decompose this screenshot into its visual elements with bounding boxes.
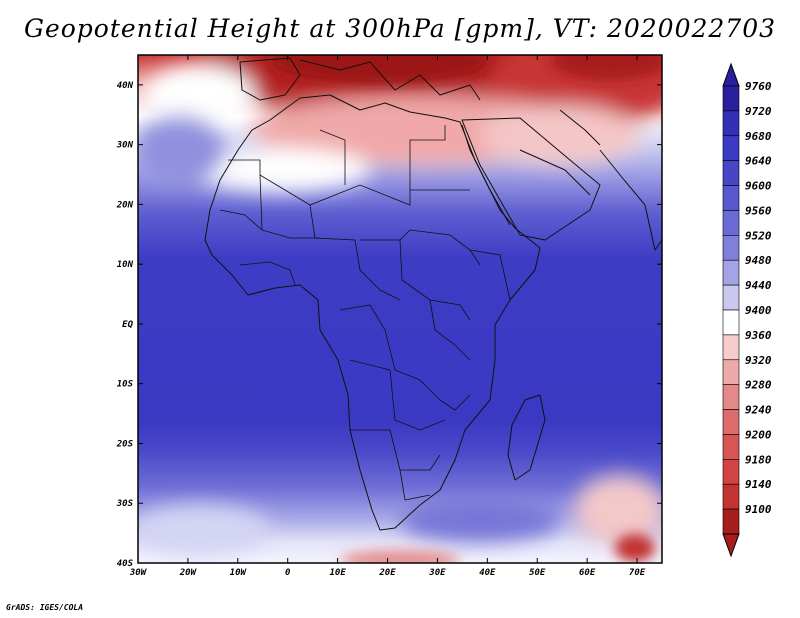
colorbar-swatch <box>722 409 740 435</box>
colorbar-swatch <box>722 185 740 211</box>
lon-tick-label: 0 <box>285 568 291 578</box>
colorbar-swatch <box>722 284 740 311</box>
coastlines <box>204 57 662 531</box>
colorbar-swatch <box>722 135 740 161</box>
mediterranean-north-coast <box>299 59 481 101</box>
colorbar-label: 9760 <box>745 80 772 93</box>
footer-credit: GrADS: IGES/COLA <box>6 603 84 612</box>
lat-tick-label: 20S <box>116 439 134 449</box>
colorbar-label: 9600 <box>745 180 772 193</box>
madagascar-coastline <box>507 394 546 481</box>
lon-tick-label: 40E <box>479 568 496 578</box>
colorbar-label: 9360 <box>745 329 772 342</box>
arabia-interior <box>519 149 591 196</box>
colorbar-label: 9140 <box>745 478 772 491</box>
colorbar-swatch <box>722 459 740 485</box>
colorbar-swatch <box>722 259 740 286</box>
colorbar-swatch <box>722 235 740 261</box>
lat-tick-label: 40S <box>117 559 134 569</box>
country-borders <box>219 125 511 501</box>
iberia-coastline <box>239 57 301 101</box>
lon-tick-label: 10E <box>329 568 346 578</box>
colorbar: 9760 9720 9680 9640 9600 9560 9520 9480 9440 9400… <box>722 62 772 558</box>
colorbar-top-arrow <box>722 62 740 87</box>
colorbar-label: 9440 <box>745 279 772 292</box>
red-sea-coast <box>461 124 511 226</box>
colorbar-label: 9200 <box>745 428 772 441</box>
lat-tick-label: EQ <box>122 320 133 330</box>
lon-tick-label: 50E <box>529 568 546 578</box>
lat-tick-label: 30N <box>116 141 134 151</box>
colorbar-bottom-arrow <box>722 533 740 558</box>
lon-tick-label: 10W <box>230 568 248 578</box>
colorbar-label: 9640 <box>745 155 772 168</box>
lon-tick-label: 30W <box>129 568 148 578</box>
colorbar-label: 9320 <box>745 354 772 367</box>
colorbar-swatch <box>722 110 740 137</box>
colorbar-label: 9180 <box>745 453 772 466</box>
colorbar-swatch <box>722 210 740 236</box>
map-title: Geopotential Height at 300hPa [gpm], VT:… <box>23 14 777 43</box>
south-asia-coast <box>599 149 662 251</box>
colorbar-swatch <box>722 359 740 385</box>
colorbar-label: 9240 <box>745 404 772 417</box>
lon-ticks: 30W 20W 10W 0 10E 20E 30E 40E 50E 60E 70E <box>129 55 646 578</box>
map-frame <box>137 54 663 564</box>
colorbar-label: 9400 <box>745 304 772 317</box>
lat-tick-label: 10S <box>117 380 134 390</box>
lon-tick-label: 20W <box>179 568 198 578</box>
colorbar-label: 9280 <box>745 379 772 392</box>
africa-coastline <box>204 94 541 531</box>
colorbar-label: 9520 <box>745 229 772 242</box>
lon-tick-label: 30E <box>428 568 446 578</box>
lat-tick-label: 30S <box>116 499 134 509</box>
height-field <box>138 55 662 563</box>
lon-tick-label: 20E <box>378 568 396 578</box>
persian-gulf-coast <box>559 109 601 146</box>
colorbar-swatch <box>722 434 740 460</box>
colorbar-swatch <box>722 85 740 112</box>
colorbar-swatch <box>722 309 740 336</box>
colorbar-label: 9720 <box>745 105 772 118</box>
colorbar-swatch <box>722 160 740 186</box>
colorbar-swatch <box>722 508 740 535</box>
lon-tick-label: 70E <box>629 568 646 578</box>
arabia-coastline <box>461 117 601 241</box>
height-field-cores <box>270 55 662 563</box>
colorbar-label: 9100 <box>745 503 772 516</box>
colorbar-swatch <box>722 384 740 410</box>
lat-tick-label: 40N <box>117 81 134 91</box>
lat-tick-label: 20N <box>116 200 134 210</box>
colorbar-swatch <box>722 483 740 510</box>
lon-tick-label: 60E <box>579 568 596 578</box>
lat-tick-label: 10N <box>117 260 134 270</box>
colorbar-swatch <box>722 334 740 361</box>
colorbar-label: 9480 <box>745 254 772 267</box>
colorbar-label: 9680 <box>745 130 772 143</box>
colorbar-label: 9560 <box>745 204 772 217</box>
